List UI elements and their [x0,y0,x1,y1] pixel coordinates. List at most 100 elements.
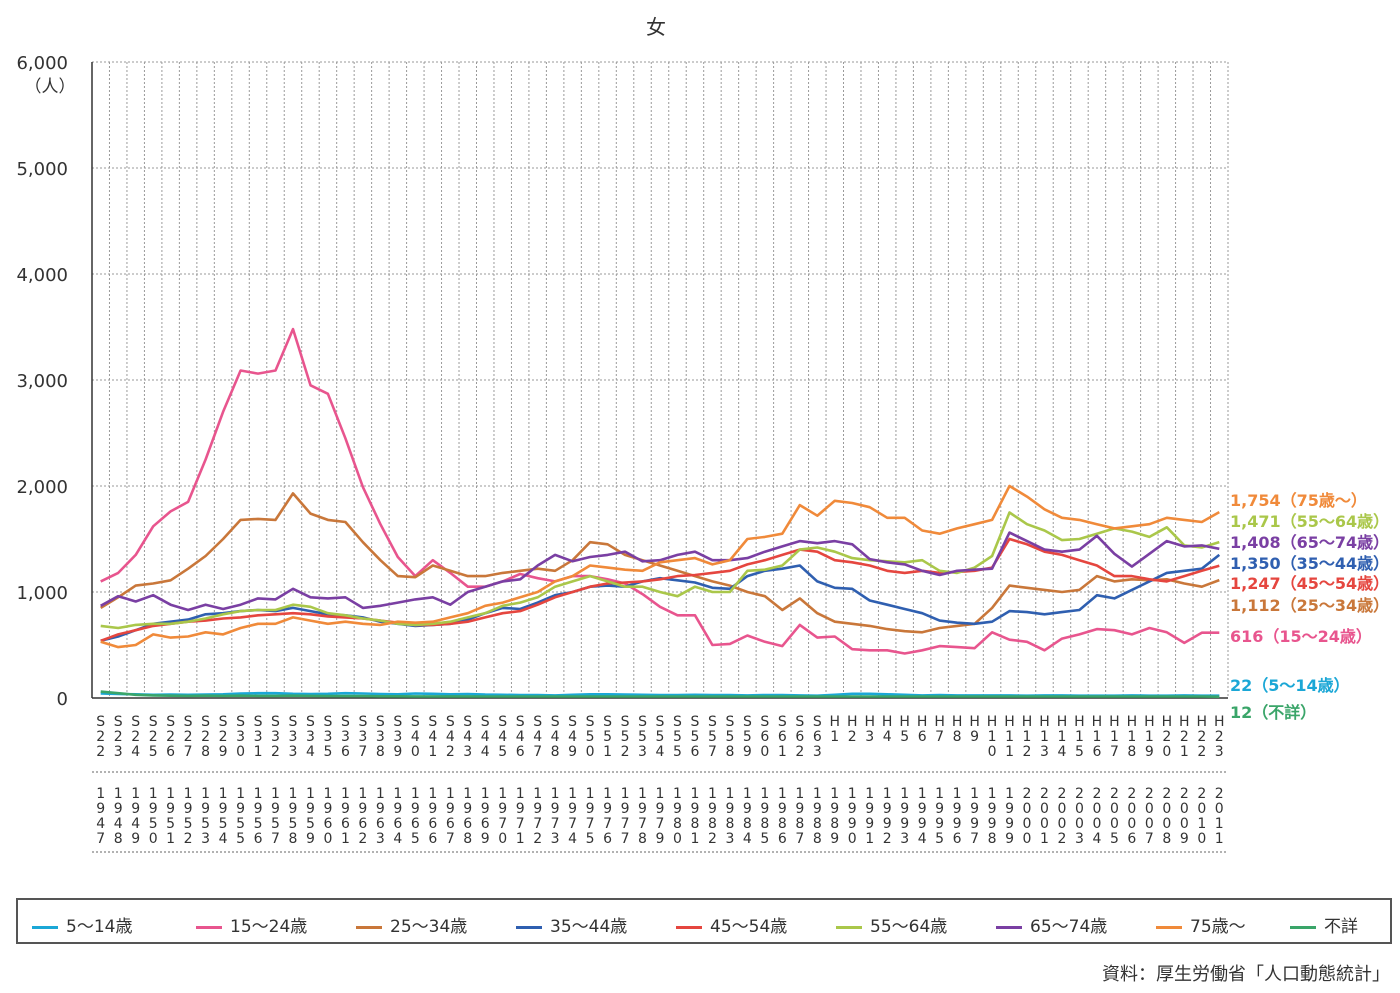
year-tick-label: 5 [236,831,245,847]
era-tick-label: 0 [411,744,420,760]
era-tick-label: 4 [656,744,665,760]
year-tick-label: 9 [184,801,193,817]
era-tick-label: H [864,714,875,730]
legend-swatch [32,925,58,929]
year-tick-label: 6 [393,816,402,832]
year-tick-label: 2 [184,831,193,847]
era-tick-label: S [481,714,490,730]
era-tick-label: 3 [306,729,315,745]
era-tick-label: S [358,714,367,730]
y-tick-label: 3,000 [16,371,68,392]
legend-item: 不詳 [1290,912,1358,937]
year-tick-label: 1 [1197,816,1206,832]
year-tick-label: 9 [848,801,857,817]
year-tick-label: 9 [551,801,560,817]
year-tick-label: 1 [411,786,420,802]
era-tick-label: 5 [708,729,717,745]
year-tick-label: 2 [1040,786,1049,802]
year-tick-label: 3 [201,831,210,847]
legend-label: 25～34歳 [390,917,468,937]
year-tick-label: 1 [708,786,717,802]
year-tick-label: 0 [498,831,507,847]
series-end-label: 1,112（25～34歳） [1230,596,1389,615]
year-tick-label: 8 [1162,831,1171,847]
year-tick-label: 8 [778,816,787,832]
era-tick-label: 1 [1127,729,1136,745]
series-line [100,537,1220,643]
legend-swatch [356,925,382,929]
series-end-label: 1,408（65～74歳） [1230,533,1389,552]
year-tick-label: 5 [411,831,420,847]
year-tick-label: 1 [1005,786,1014,802]
year-tick-label: 1 [131,786,140,802]
year-tick-label: 1 [778,786,787,802]
year-tick-label: 9 [953,816,962,832]
era-tick-label: S [708,714,717,730]
year-tick-label: 9 [219,801,228,817]
legend-label: 75歳～ [1190,917,1246,937]
year-tick-label: 7 [271,831,280,847]
era-tick-label: S [760,714,769,730]
series-end-label: 1,754（75歳～） [1230,491,1367,510]
legend: 5～14歳 15～24歳 25～34歳 35～44歳 45～54歳 55～64歳 65～74… [16,898,1392,944]
year-tick-label: 0 [1075,816,1084,832]
year-tick-label: 0 [1215,801,1224,817]
year-tick-label: 6 [1127,831,1136,847]
year-tick-label: 9 [656,801,665,817]
era-tick-label: 2 [1162,729,1171,745]
year-tick-label: 9 [411,801,420,817]
era-tick-label: 2 [131,729,140,745]
era-tick-label: 6 [1092,744,1101,760]
year-tick-label: 7 [795,831,804,847]
era-tick-label: 3 [865,729,874,745]
year-tick-label: 1 [428,786,437,802]
era-tick-label: 4 [306,744,315,760]
era-tick-label: 5 [725,729,734,745]
era-tick-label: 2 [1180,729,1189,745]
era-tick-label: 4 [446,729,455,745]
year-tick-label: 8 [813,831,822,847]
year-tick-label: 1 [690,831,699,847]
legend-item: 15～24歳 [196,912,307,937]
era-tick-label: H [1197,714,1208,730]
year-tick-label: 5 [219,816,228,832]
year-tick-label: 1 [358,786,367,802]
y-tick-labels: 0 1,000 2,000 3,000 4,000 5,000 6,000 [16,53,68,710]
year-tick-label: 9 [463,801,472,817]
year-tick-label: 9 [988,816,997,832]
year-tick-label: 1 [341,831,350,847]
year-tick-label: 8 [725,816,734,832]
era-tick-label: H [1127,714,1138,730]
year-tick-label: 9 [988,801,997,817]
year-tick-label: 6 [778,831,787,847]
era-tick-label: 6 [760,729,769,745]
year-tick-label: 0 [1145,801,1154,817]
era-tick-label: 7 [1110,744,1119,760]
era-tick-label: 4 [498,729,507,745]
era-tick-label: S [498,714,507,730]
year-tick-label: 9 [656,831,665,847]
era-tick-label: 3 [236,729,245,745]
legend-item: 45～54歳 [676,912,787,937]
era-tick-label: 9 [568,744,577,760]
era-tick-label: 9 [1145,744,1154,760]
year-tick-label: 1 [184,786,193,802]
era-tick-label: 1 [1092,729,1101,745]
era-tick-label: 1 [603,744,612,760]
year-tick-label: 1 [656,786,665,802]
era-tick-label: 3 [114,744,123,760]
year-tick-label: 4 [131,816,140,832]
legend-swatch [676,925,702,929]
year-tick-label: 0 [1023,801,1032,817]
year-tick-label: 2 [1162,786,1171,802]
year-tick-label: 9 [848,816,857,832]
year-tick-label: 2 [1127,786,1136,802]
era-tick-label: 4 [131,744,140,760]
year-tick-label: 4 [1092,831,1101,847]
year-tick-label: 9 [830,831,839,847]
era-tick-label: 1 [1145,729,1154,745]
year-tick-label: 9 [935,801,944,817]
year-tick-label: 1 [988,786,997,802]
year-tick-label: 1 [393,786,402,802]
era-tick-label: S [271,714,280,730]
